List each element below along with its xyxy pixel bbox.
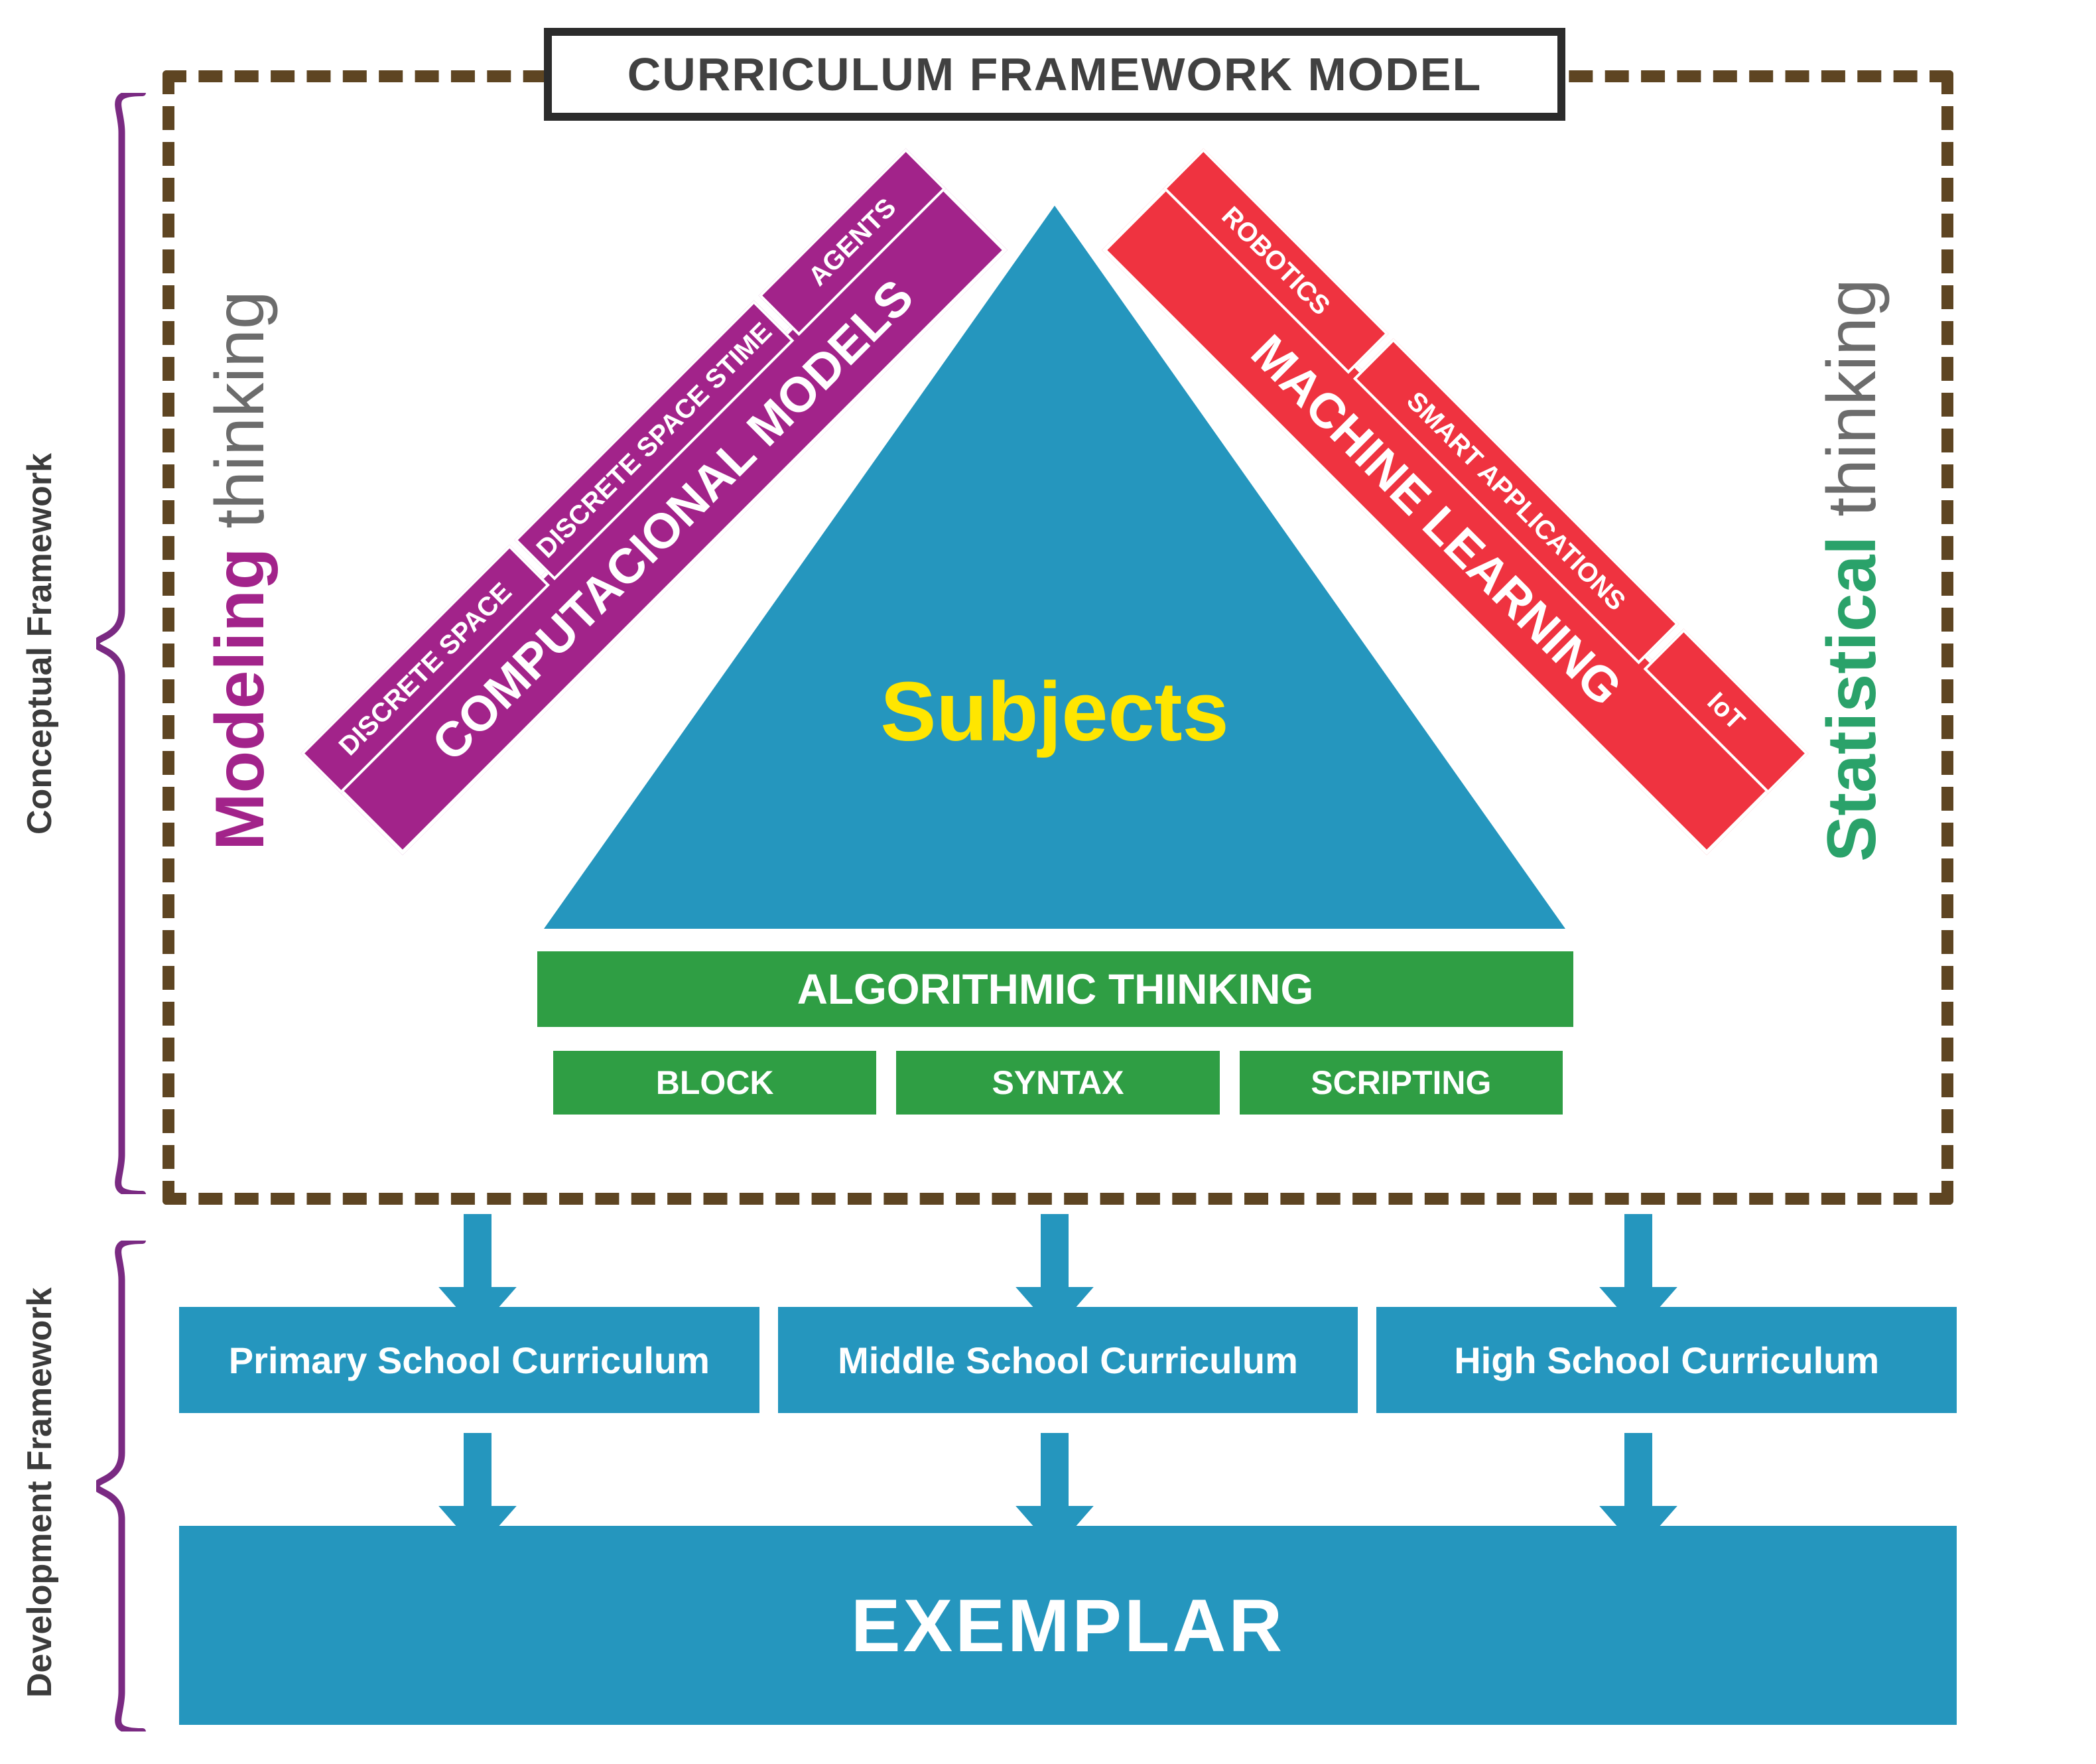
statistical-thinking-label-word1: Statistical	[1813, 536, 1890, 862]
curriculum-box-1: Middle School Curriculum	[778, 1307, 1358, 1413]
statistical-thinking-label-word2: thinking	[1813, 279, 1890, 517]
algorithmic-sub-0: BLOCK	[551, 1048, 879, 1117]
modeling-thinking-label-word2: thinking	[202, 291, 279, 528]
exemplar-box: EXEMPLAR	[179, 1526, 1957, 1725]
conceptual-framework-label: Conceptual Framework	[20, 93, 60, 1194]
statistical-thinking-label: Statistical thinking	[1817, 219, 1886, 922]
curriculum-box-0: Primary School Curriculum	[179, 1307, 759, 1413]
algorithmic-thinking-bar: ALGORITHMIC THINKING	[535, 949, 1576, 1030]
development-framework-label: Development Framework	[20, 1247, 60, 1738]
algorithmic-sub-2: SCRIPTING	[1237, 1048, 1565, 1117]
subjects-triangle	[544, 206, 1565, 929]
subjects-label: Subjects	[856, 663, 1254, 760]
curriculum-box-2: High School Curriculum	[1376, 1307, 1957, 1413]
modeling-thinking-label-word1: Modeling	[202, 548, 279, 850]
conceptual-brace	[96, 93, 156, 1194]
development-brace	[96, 1241, 156, 1731]
framework-title: CURRICULUM FRAMEWORK MODEL	[544, 28, 1565, 121]
curricula-row: Primary School CurriculumMiddle School C…	[179, 1307, 1957, 1413]
modeling-thinking-label: Modeling thinking	[206, 219, 275, 922]
algorithmic-sub-1: SYNTAX	[893, 1048, 1222, 1117]
algorithmic-sub-row: BLOCKSYNTAXSCRIPTING	[551, 1048, 1565, 1117]
